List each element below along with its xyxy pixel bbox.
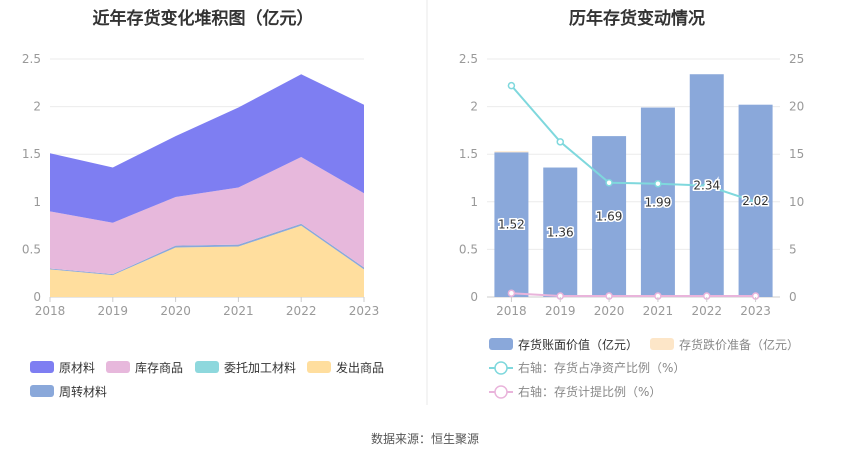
area-series-2 [50,157,364,275]
right-y-tick-label: 2.5 [459,52,478,66]
left-x-tick-label: 2019 [98,304,129,318]
right-x-axis-ticks: 2018 2019 2020 2021 2022 2023 [496,297,771,318]
right-legend-label: 存货跌价准备（亿元） [679,337,799,352]
line-point [507,289,516,297]
stacked-area-chart: 近年存货变化堆积图（亿元） 00.511.522.5 2018 2019 2020 2… [22,8,384,399]
right-y-tick-label: 0 [470,290,478,304]
left-legend-swatch [30,361,54,373]
line-point [654,179,662,188]
left-area-series [50,74,364,297]
right-bar-data-labels: 1.52 1.36 1.69 1.99 2.34 2.02 [497,177,771,241]
area-series-4 [50,225,364,297]
right-y2-tick-label: 0 [789,290,797,304]
line-point [556,138,564,146]
line-point [703,181,711,190]
left-legend-label: 库存商品 [135,360,183,375]
right-legend-label: 右轴：存货占净资产比例（%） [518,360,685,375]
right-chart-title: 历年存货变动情况 [569,8,705,29]
right-legend-label: 右轴：存货计提比例（%） [518,384,661,399]
area-series-1 [50,74,364,223]
right-x-tick-label: 2023 [740,304,771,318]
right-y2-tick-label: 20 [789,100,804,114]
left-legend-label: 周转材料 [59,384,107,399]
right-bar-series [494,74,773,298]
left-x-tick-label: 2023 [349,304,380,318]
bar-line-chart: 历年存货变动情况 1.521.361.691.992.342.02 00.511… [459,8,804,399]
left-x-tick-label: 2021 [223,304,254,318]
bar-data-label: 1.99 [645,195,672,209]
right-right-y-axis-ticks: 0 5 10 15 20 25 [789,52,804,304]
left-legend-label: 原材料 [59,361,95,375]
bar-book-value [494,152,529,297]
line-series-2 [511,292,756,298]
left-legend-swatch [30,385,54,397]
right-y-tick-label: 0.5 [459,242,478,256]
line-point [605,179,613,187]
left-x-tick-label: 2020 [160,304,191,318]
line-point [507,81,516,90]
right-line-series [507,81,760,300]
right-legend-swatch-provision [650,338,674,350]
left-x-tick-label: 2022 [286,304,317,318]
bar-data-label: 2.34 [693,179,720,193]
right-x-tick-label: 2022 [691,304,722,318]
left-legend-swatch [106,361,130,373]
bar-book-value [640,107,675,297]
left-y-tick-label: 0 [33,290,41,304]
right-y2-tick-label: 10 [789,195,804,209]
left-legend-swatch [195,361,219,373]
right-legend-swatch-bar [489,338,513,350]
left-y-tick-label: 2 [33,100,41,114]
right-x-tick-label: 2020 [594,304,625,318]
line-series-1 [510,84,756,203]
right-x-tick-label: 2018 [496,304,527,318]
bar-provision [494,151,529,153]
right-x-tick-label: 2019 [545,304,576,318]
right-legend: 存货账面价值（亿元） 存货跌价准备（亿元） 右轴：存货占净资产比例（%） 右轴：存货计… [489,337,799,399]
left-y-tick-label: 1 [33,195,41,209]
bar-data-label: 2.02 [742,194,769,208]
data-source-label: 数据来源：恒生聚源 [371,431,479,446]
line-point [751,198,760,206]
bar-book-value [592,136,627,297]
right-legend-marker [494,385,508,399]
right-y2-tick-label: 15 [789,147,804,161]
bar-data-label: 1.36 [547,225,574,239]
right-legend-marker [494,361,508,375]
right-y-tick-label: 1 [470,195,478,209]
left-legend-label: 发出商品 [336,360,384,375]
left-chart-title: 近年存货变化堆积图（亿元） [93,8,314,29]
left-y-tick-label: 1.5 [22,147,41,161]
bar-data-label: 1.52 [498,218,525,232]
right-x-tick-label: 2021 [643,304,674,318]
left-x-tick-label: 2018 [35,304,66,318]
left-y-tick-label: 0.5 [22,242,41,256]
right-y2-tick-label: 25 [789,52,804,66]
right-y2-tick-label: 5 [789,242,797,256]
left-y-tick-label: 2.5 [22,52,41,66]
bar-data-label: 1.69 [596,210,623,224]
right-y-tick-label: 1.5 [459,147,478,161]
right-legend-label: 存货账面价值（亿元） [518,337,638,352]
bar-book-value [543,167,578,297]
right-gridlines [487,58,780,298]
left-x-axis-ticks: 2018 2019 2020 2021 2022 2023 [35,297,380,318]
left-legend-label: 委托加工材料 [224,361,296,375]
left-legend-swatch [307,361,331,373]
right-left-y-axis-ticks: 0 0.5 1 1.5 2 2.5 [459,52,478,304]
left-y-axis-ticks: 0 0.5 1 1.5 2 2.5 [22,52,41,304]
right-y-tick-label: 2 [470,100,478,114]
